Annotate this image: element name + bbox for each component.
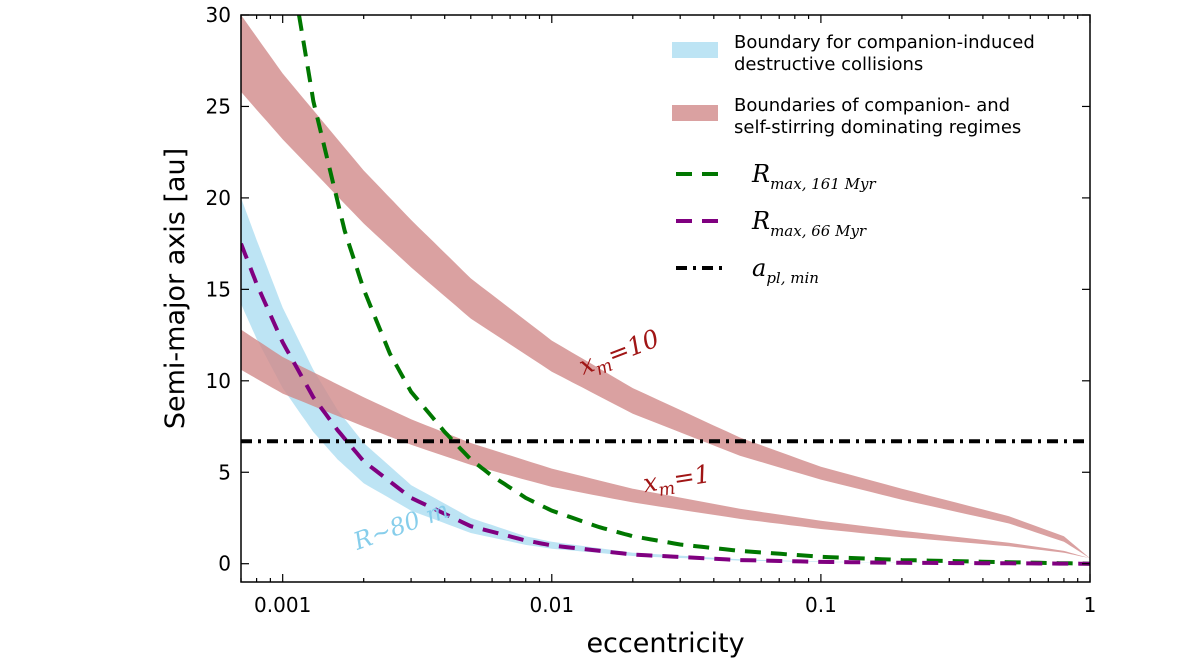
legend-entry-2: Rmax, 161 Myr: [676, 160, 876, 193]
annotation-xm1: xm=1: [641, 459, 713, 503]
y-tick-label: 10: [206, 369, 231, 393]
y-tick-label: 25: [206, 94, 231, 118]
legend-label: Boundary for companion-induced: [734, 32, 1035, 53]
legend-label: apl, min: [752, 254, 819, 287]
y-tick-label: 20: [206, 186, 231, 210]
x-axis-title: eccentricity: [586, 628, 744, 659]
y-axis-ticks: 0 5 10 15 20 25 30: [206, 3, 1090, 576]
legend-label: destructive collisions: [734, 54, 923, 75]
plot-frame: [240, 14, 1091, 583]
legend-label: Rmax, 161 Myr: [751, 160, 876, 193]
legend-entry-3: Rmax, 66 Myr: [676, 207, 867, 240]
x-tick-label: 0.001: [254, 593, 311, 617]
y-axis-title: Semi-major axis [au]: [160, 148, 191, 429]
lines-layer: [241, 15, 1090, 566]
legend-entry-4: apl, min: [676, 254, 819, 287]
x-tick-label: 0.01: [530, 593, 575, 617]
y-tick-label: 30: [206, 3, 231, 27]
legend-swatch: [672, 105, 718, 121]
legend: Boundary for companion-induceddestructiv…: [672, 32, 1035, 287]
line-series-3: [297, 15, 1090, 566]
x-tick-label: 0.1: [805, 593, 837, 617]
legend-label: Rmax, 66 Myr: [751, 207, 867, 240]
x-axis-ticks: 0.001 0.01 0.1 1: [240, 15, 1097, 617]
x-tick-label: 1: [1084, 593, 1097, 617]
legend-label: Boundaries of companion- and: [734, 95, 1010, 116]
y-tick-label: 5: [218, 460, 231, 484]
legend-label: self-stirring dominating regimes: [734, 117, 1021, 138]
band-series-2: [241, 329, 1090, 559]
bands-layer: [241, 15, 1090, 564]
legend-entry-1: Boundaries of companion- andself-stirrin…: [672, 95, 1021, 138]
annotation-xm10: xm=10: [575, 324, 665, 386]
legend-entry-0: Boundary for companion-induceddestructiv…: [672, 32, 1035, 75]
line-series-4: [241, 242, 1090, 566]
y-tick-label: 0: [218, 552, 231, 576]
legend-swatch: [672, 42, 718, 58]
y-tick-label: 15: [206, 277, 231, 301]
